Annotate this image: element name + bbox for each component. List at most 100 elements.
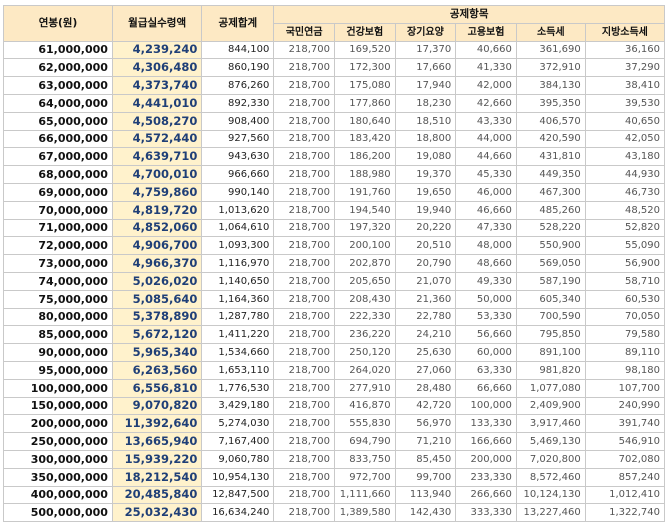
net-monthly-cell: 4,819,720 [111,200,203,220]
long-term-care-cell: 19,080 [394,147,457,167]
total-deduction-cell: 1,064,610 [201,218,275,238]
health-insurance-cell: 277,910 [333,378,396,398]
health-insurance-cell: 555,830 [333,414,396,434]
total-deduction-cell: 908,400 [201,111,275,131]
table-row: 100,000,000 6,556,810 1,776,530 218,700 277,… [3,378,666,398]
employment-insurance-cell: 46,660 [455,200,517,220]
employment-insurance-cell: 44,000 [455,129,517,149]
annual-salary-cell: 73,000,000 [3,254,113,273]
table-row: 68,000,000 4,700,010 966,660 218,700 188,980… [3,165,666,184]
annual-salary-cell: 80,000,000 [3,307,113,327]
net-monthly-cell: 4,759,860 [111,182,203,202]
health-insurance-cell: 177,860 [333,93,396,113]
annual-salary-cell: 67,000,000 [3,147,113,167]
annual-salary-cell: 95,000,000 [3,360,113,380]
national-pension-cell: 218,700 [273,396,335,416]
income-tax-cell: 395,350 [515,93,586,113]
health-insurance-cell: 205,650 [333,271,396,291]
national-pension-cell: 218,700 [273,165,335,184]
annual-salary-cell: 150,000,000 [3,396,113,416]
table-row: 64,000,000 4,441,010 892,330 218,700 177,860… [3,93,666,113]
net-monthly-cell: 15,939,220 [111,449,203,469]
table-body: 61,000,000 4,239,240 844,100 218,700 169,520… [3,40,666,522]
table-row: 75,000,000 5,085,640 1,164,360 218,700 208,4… [3,289,666,309]
employment-insurance-cell: 200,000 [455,449,517,469]
health-insurance-cell: 191,760 [333,182,396,202]
local-income-tax-cell: 702,080 [584,449,666,469]
national-pension-cell: 218,700 [273,414,335,434]
health-insurance-cell: 194,540 [333,200,396,220]
net-monthly-cell: 4,373,740 [111,76,203,95]
national-pension-cell: 218,700 [273,236,335,256]
total-deduction-cell: 10,954,130 [201,467,275,487]
table-header: 연봉(원) 월급실수령액 공제합계 공제항목 국민연금 건강보험 장기요양 고용… [3,5,666,42]
total-deduction-cell: 876,260 [201,76,275,95]
income-tax-cell: 467,300 [515,182,586,202]
income-tax-cell: 605,340 [515,289,586,309]
health-insurance-cell: 186,200 [333,147,396,167]
net-monthly-cell: 18,212,540 [111,467,203,487]
local-income-tax-cell: 38,410 [584,76,666,95]
employment-insurance-cell: 49,330 [455,271,517,291]
health-insurance-cell: 833,750 [333,449,396,469]
health-insurance-cell: 188,980 [333,165,396,184]
employment-insurance-cell: 47,330 [455,218,517,238]
net-monthly-cell: 4,639,710 [111,147,203,167]
national-pension-cell: 218,700 [273,325,335,345]
total-deduction-cell: 892,330 [201,93,275,113]
long-term-care-cell: 25,630 [394,343,457,362]
national-pension-cell: 218,700 [273,147,335,167]
net-monthly-cell: 6,263,560 [111,360,203,380]
income-tax-cell: 7,020,800 [515,449,586,469]
annual-salary-cell: 62,000,000 [3,58,113,78]
national-pension-cell: 218,700 [273,40,335,60]
table-row: 200,000,000 11,392,640 5,274,030 218,700 555… [3,414,666,434]
table-row: 90,000,000 5,965,340 1,534,660 218,700 250,1… [3,343,666,362]
long-term-care-cell: 24,210 [394,325,457,345]
annual-salary-cell: 400,000,000 [3,485,113,505]
income-tax-cell: 1,077,080 [515,378,586,398]
health-insurance-cell: 250,120 [333,343,396,362]
annual-salary-cell: 71,000,000 [3,218,113,238]
table-row: 74,000,000 5,026,020 1,140,650 218,700 205,6… [3,271,666,291]
national-pension-cell: 218,700 [273,432,335,451]
income-tax-cell: 8,572,460 [515,467,586,487]
local-income-tax-cell: 1,322,740 [584,503,666,522]
national-pension-cell: 218,700 [273,503,335,522]
table-row: 250,000,000 13,665,940 7,167,400 218,700 694… [3,432,666,451]
total-deduction-cell: 1,653,110 [201,360,275,380]
annual-salary-cell: 65,000,000 [3,111,113,131]
net-monthly-cell: 5,965,340 [111,343,203,362]
net-monthly-cell: 4,700,010 [111,165,203,184]
annual-salary-cell: 74,000,000 [3,271,113,291]
income-tax-cell: 700,590 [515,307,586,327]
annual-salary-cell: 61,000,000 [3,40,113,60]
income-tax-cell: 5,469,130 [515,432,586,451]
table-row: 350,000,000 18,212,540 10,954,130 218,700 97… [3,467,666,487]
long-term-care-cell: 19,370 [394,165,457,184]
national-pension-cell: 218,700 [273,360,335,380]
income-tax-cell: 587,190 [515,271,586,291]
annual-salary-cell: 500,000,000 [3,503,113,522]
long-term-care-cell: 18,510 [394,111,457,131]
employment-insurance-cell: 43,330 [455,111,517,131]
table-row: 70,000,000 4,819,720 1,013,620 218,700 194,5… [3,200,666,220]
employment-insurance-cell: 66,660 [455,378,517,398]
total-deduction-cell: 1,534,660 [201,343,275,362]
national-pension-cell: 218,700 [273,467,335,487]
health-insurance-cell: 183,420 [333,129,396,149]
local-income-tax-cell: 60,530 [584,289,666,309]
income-tax-cell: 420,590 [515,129,586,149]
national-pension-cell: 218,700 [273,111,335,131]
local-income-tax-cell: 46,730 [584,182,666,202]
income-tax-cell: 372,910 [515,58,586,78]
health-insurance-cell: 169,520 [333,40,396,60]
long-term-care-cell: 20,790 [394,254,457,273]
national-pension-cell: 218,700 [273,182,335,202]
income-tax-cell: 384,130 [515,76,586,95]
net-monthly-cell: 25,032,430 [111,503,203,522]
local-income-tax-cell: 98,180 [584,360,666,380]
total-deduction-cell: 1,116,970 [201,254,275,273]
local-income-tax-cell: 1,012,410 [584,485,666,505]
net-monthly-cell: 5,085,640 [111,289,203,309]
